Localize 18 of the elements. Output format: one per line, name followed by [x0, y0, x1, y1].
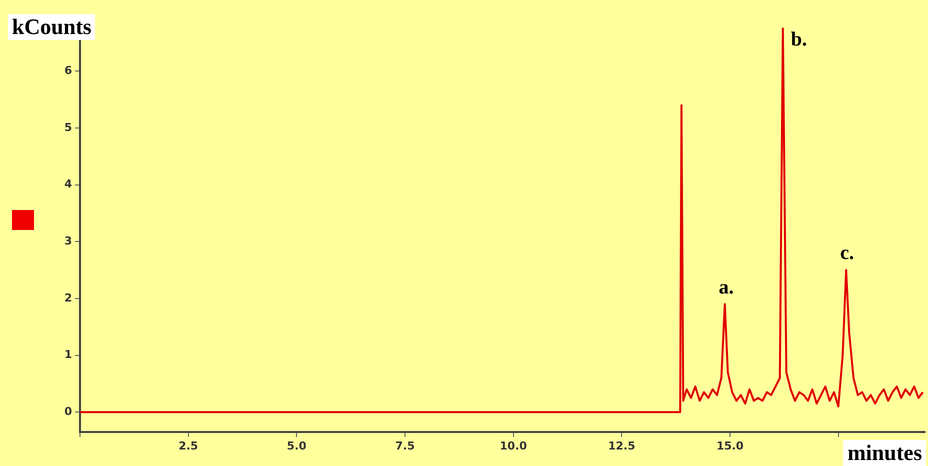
x-tick-label: 12.5	[608, 439, 636, 452]
x-tick-label: 10.0	[500, 439, 528, 452]
x-tick-label: 5.0	[286, 439, 307, 452]
y-axis-title: kCounts	[8, 14, 96, 40]
y-tick-label: 0	[64, 404, 72, 418]
annotation: c.	[840, 242, 854, 264]
annotation: a.	[718, 276, 734, 298]
x-tick-label: 7.5	[395, 439, 415, 452]
y-tick-label: 5	[64, 120, 72, 134]
y-tick-label: 4	[64, 178, 72, 191]
annotation: b.	[790, 28, 807, 51]
x-axis-title: minutes	[843, 440, 926, 466]
x-tick-label: 2.5	[178, 439, 198, 452]
y-tick-label: 2	[64, 291, 72, 304]
x-tick-label: 15.0	[716, 439, 744, 452]
y-tick-label: 3	[64, 234, 72, 248]
y-tick-label: 1	[64, 348, 72, 362]
y-tick-label: 6	[64, 64, 72, 78]
